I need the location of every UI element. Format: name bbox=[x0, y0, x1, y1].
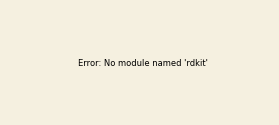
Text: Error: No module named 'rdkit': Error: No module named 'rdkit' bbox=[78, 59, 208, 68]
